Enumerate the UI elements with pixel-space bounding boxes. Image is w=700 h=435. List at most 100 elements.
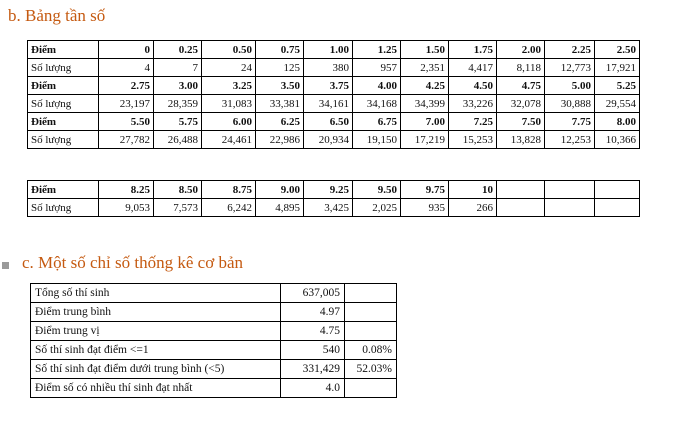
count-cell: 380 [303,58,353,77]
score-cell: 3.75 [303,76,353,95]
count-row: Số lượng 23,197 28,359 31,083 33,381 34,161 34… [27,94,640,113]
statistic-percent [344,302,397,322]
score-cell: 5.00 [544,76,595,95]
score-cell: 4.50 [448,76,497,95]
count-cell: 27,782 [98,130,154,149]
score-cell: 2.25 [544,40,595,59]
count-cell: 17,921 [594,58,640,77]
score-cell: 6.50 [303,112,353,131]
count-cell: 20,934 [303,130,353,149]
statistic-label: Điểm trung vị [30,321,281,341]
score-cell: 2.50 [594,40,640,59]
count-cell: 32,078 [496,94,545,113]
score-cell: 7.00 [400,112,449,131]
score-cell: 0.50 [201,40,256,59]
count-cell: 30,888 [544,94,595,113]
statistic-value: 4.97 [280,302,345,322]
count-cell: 31,083 [201,94,256,113]
statistic-row: Điểm số có nhiều thí sinh đạt nhất 4.0 [30,378,397,398]
count-cell: 125 [255,58,304,77]
score-cell: 7.25 [448,112,497,131]
score-cell: 0 [98,40,154,59]
count-cell [496,198,545,217]
count-row: Số lượng 4 7 24 125 380 957 2,351 4,417 8,118 12,7… [27,58,640,77]
bullet-square-icon [2,262,9,269]
score-cell: 9.75 [400,180,449,199]
count-row-label: Số lượng [27,94,99,113]
count-cell: 935 [400,198,449,217]
count-cell: 33,226 [448,94,497,113]
score-cell: 7.50 [496,112,545,131]
count-row-label: Số lượng [27,130,99,149]
statistic-value: 637,005 [280,283,345,303]
statistic-value: 331,429 [280,359,345,379]
score-cell: 6.75 [352,112,401,131]
count-cell: 15,253 [448,130,497,149]
score-cell: 4.25 [400,76,449,95]
score-cell: 6.00 [201,112,256,131]
score-cell: 5.50 [98,112,154,131]
score-cell: 0.75 [255,40,304,59]
count-row: Số lượng 27,782 26,488 24,461 22,986 20,934 19… [27,130,640,149]
count-cell: 3,425 [303,198,353,217]
count-cell: 34,399 [400,94,449,113]
count-cell: 34,168 [352,94,401,113]
count-cell: 33,381 [255,94,304,113]
count-row-label: Số lượng [27,58,99,77]
count-cell: 19,150 [352,130,401,149]
statistic-value: 4.75 [280,321,345,341]
count-cell: 12,253 [544,130,595,149]
count-cell: 26,488 [153,130,202,149]
score-cell: 10 [448,180,497,199]
score-cell: 1.00 [303,40,353,59]
count-cell: 24,461 [201,130,256,149]
score-cell: 9.25 [303,180,353,199]
score-row-label: Điểm [27,180,99,199]
statistic-row: Điểm trung vị 4.75 [30,321,397,341]
score-row-label: Điểm [27,76,99,95]
count-cell: 8,118 [496,58,545,77]
score-cell: 9.00 [255,180,304,199]
score-cell: 3.50 [255,76,304,95]
score-cell: 4.00 [352,76,401,95]
score-cell [544,180,595,199]
count-cell: 4,417 [448,58,497,77]
count-cell: 2,351 [400,58,449,77]
count-cell: 2,025 [352,198,401,217]
score-cell: 0.25 [153,40,202,59]
count-cell: 4 [98,58,154,77]
statistic-label: Tổng số thí sinh [30,283,281,303]
score-cell [496,180,545,199]
score-cell: 3.25 [201,76,256,95]
count-row: Số lượng 9,053 7,573 6,242 4,895 3,425 2,025 93… [27,198,640,217]
count-cell: 28,359 [153,94,202,113]
score-cell: 8.25 [98,180,154,199]
count-cell: 34,161 [303,94,353,113]
count-cell: 29,554 [594,94,640,113]
count-cell: 24 [201,58,256,77]
score-cell: 9.50 [352,180,401,199]
score-cell: 2.75 [98,76,154,95]
statistic-percent: 52.03% [344,359,397,379]
count-cell: 957 [352,58,401,77]
statistic-percent [344,321,397,341]
frequency-table-high-scores: Điểm 8.25 8.50 8.75 9.00 9.25 9.50 9.75 10 Số lượ… [27,180,640,217]
score-cell: 8.00 [594,112,640,131]
score-row-label: Điểm [27,112,99,131]
statistic-percent [344,283,397,303]
score-cell: 1.75 [448,40,497,59]
frequency-table-main: Điểm 0 0.25 0.50 0.75 1.00 1.25 1.50 1.75 2.00 2.2… [27,40,640,149]
score-cell: 1.25 [352,40,401,59]
score-cell: 5.25 [594,76,640,95]
score-cell: 1.50 [400,40,449,59]
count-cell: 4,895 [255,198,304,217]
statistic-row: Số thí sinh đạt điểm <=1 540 0.08% [30,340,397,360]
statistic-row: Số thí sinh đạt điểm dưới trung bình (<5… [30,359,397,379]
count-row-label: Số lượng [27,198,99,217]
statistic-row: Tổng số thí sinh 637,005 [30,283,397,303]
count-cell [544,198,595,217]
score-cell [594,180,640,199]
statistic-label: Điểm trung bình [30,302,281,322]
score-cell: 5.75 [153,112,202,131]
statistic-label: Số thí sinh đạt điểm <=1 [30,340,281,360]
